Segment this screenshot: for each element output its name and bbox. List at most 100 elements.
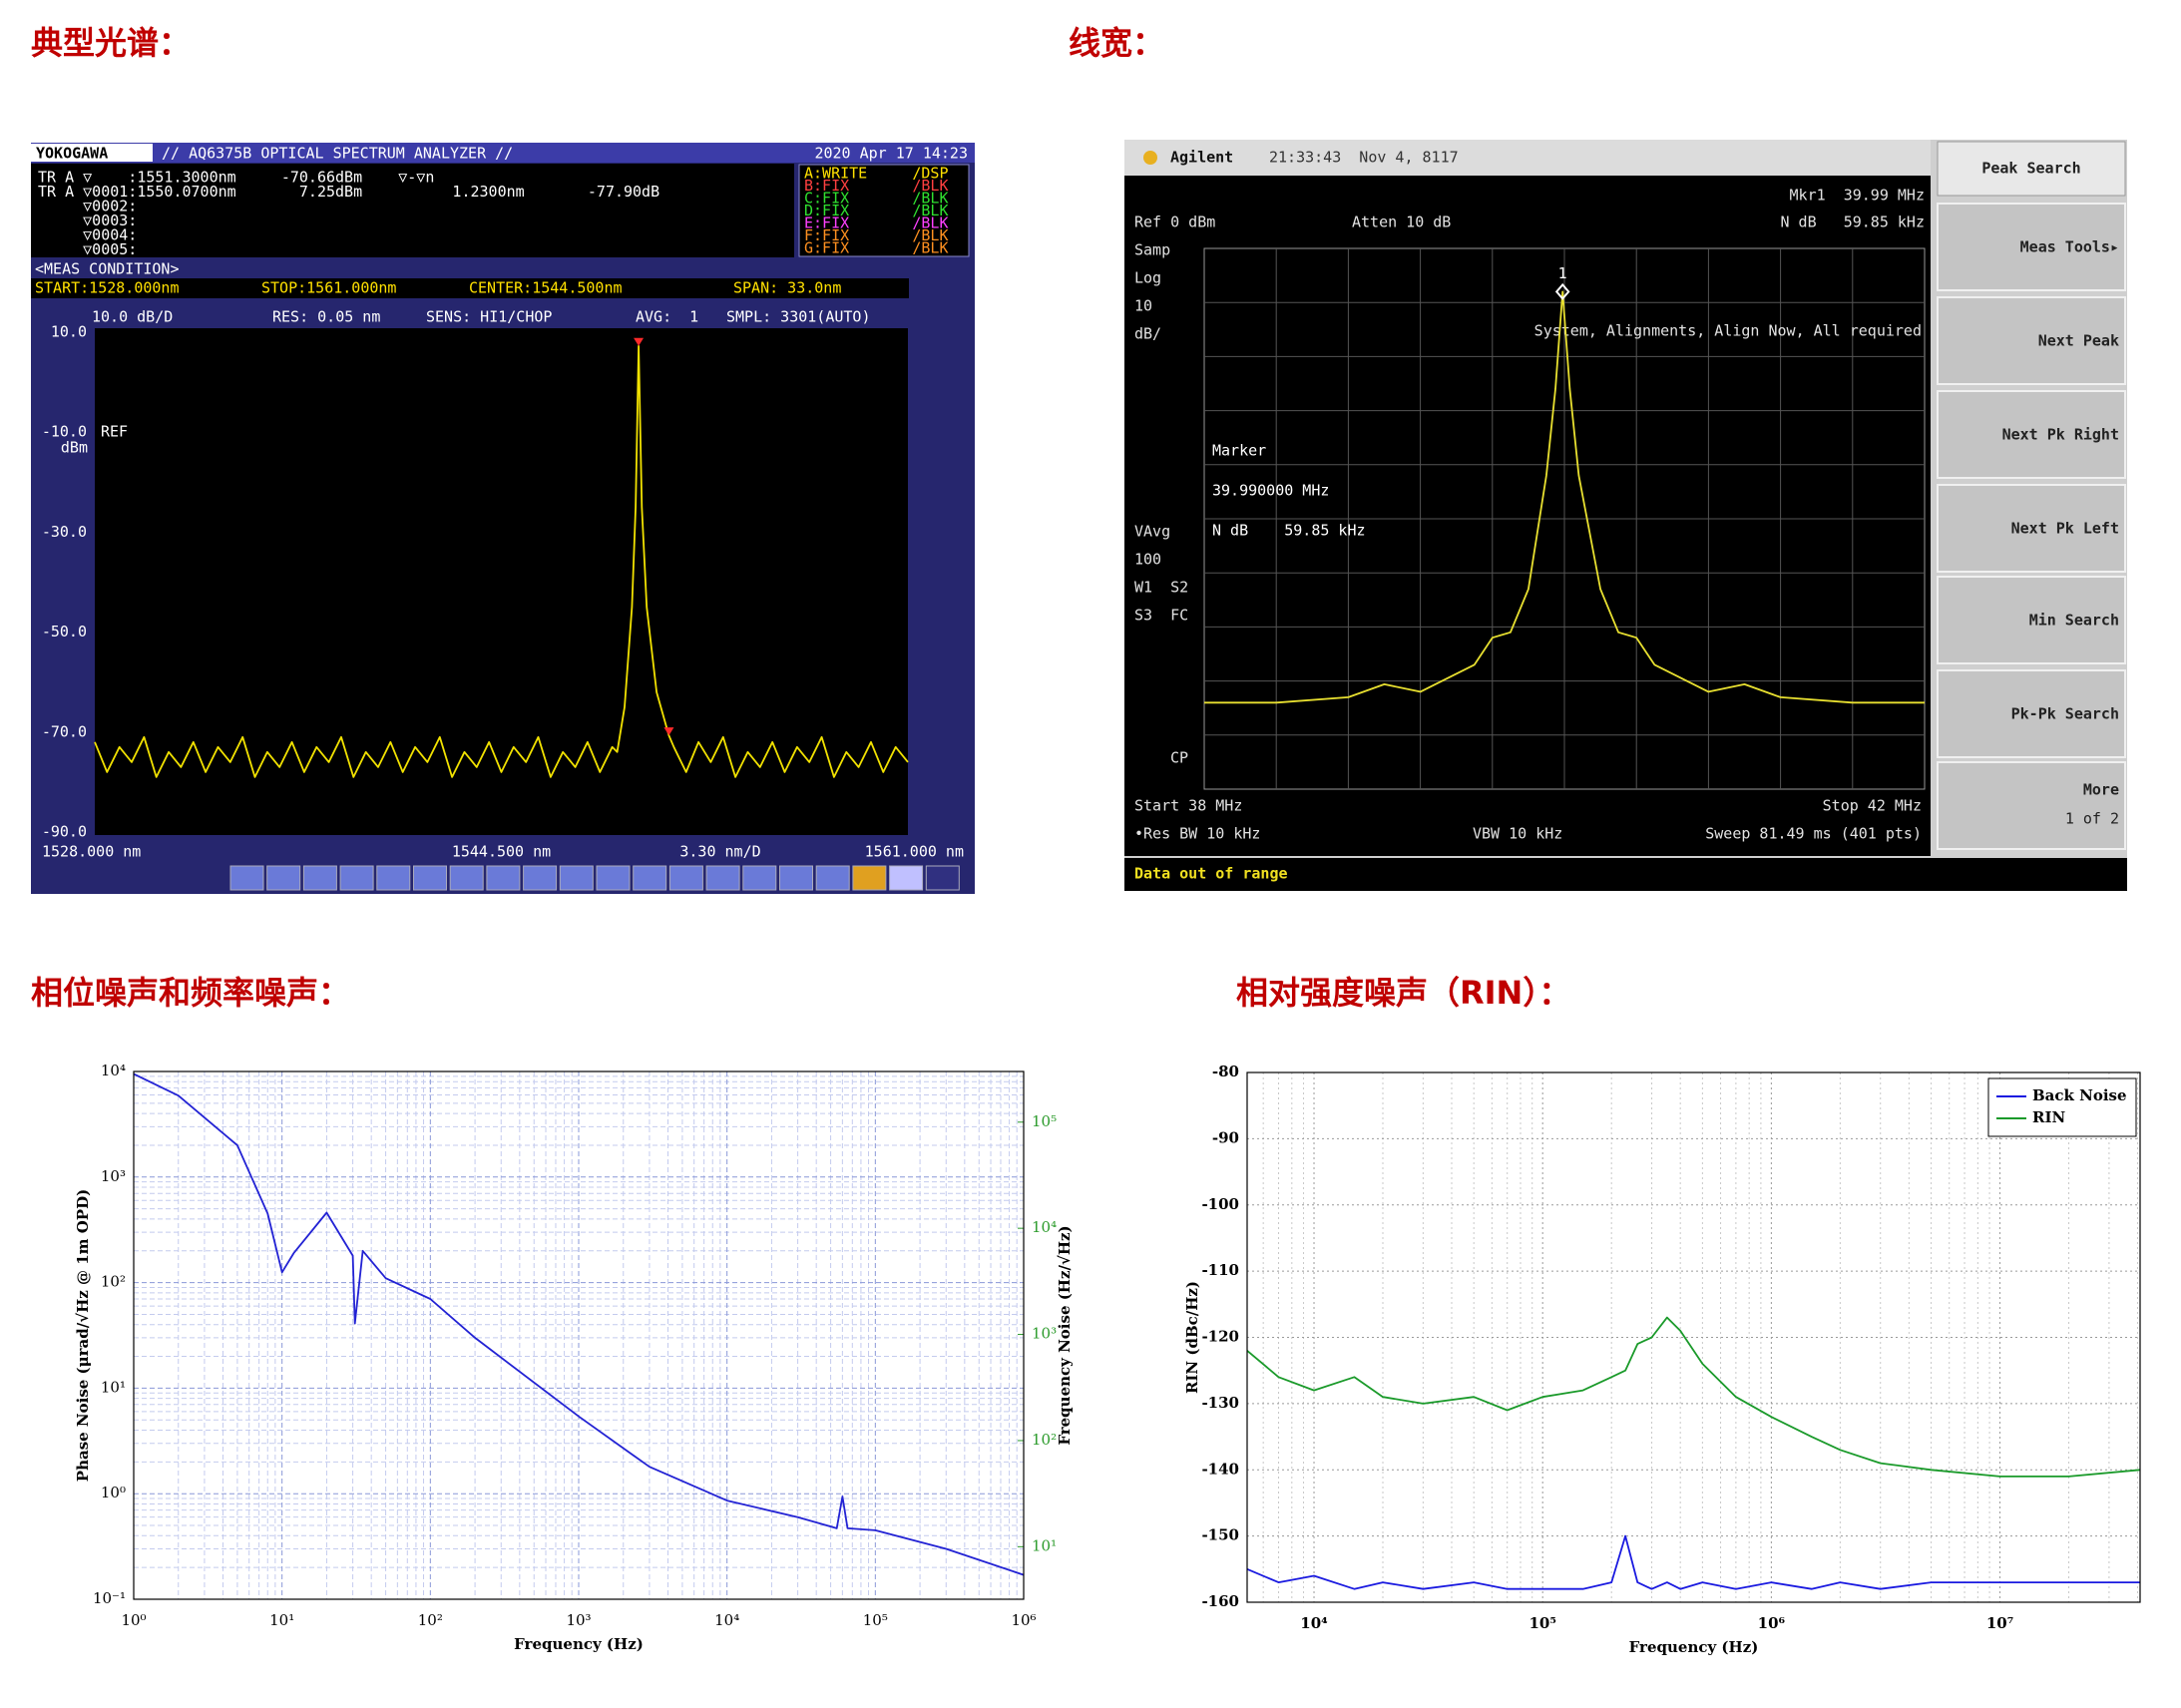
datetime: 2020 Apr 17 14:23 xyxy=(814,145,968,163)
y-axis-label: Phase Noise (μrad/√Hz @ 1m OPD) xyxy=(74,1189,92,1482)
setting: 10.0 dB/D xyxy=(92,308,173,326)
softkey[interactable] xyxy=(1937,390,2126,479)
header-bar xyxy=(31,143,975,163)
softkey-title-box xyxy=(1937,141,2126,197)
x-tick-label: 1561.000 nm xyxy=(865,843,964,861)
y-tick-label: -70.0 xyxy=(42,722,87,740)
peak-marker xyxy=(1554,282,1570,300)
y-tick-label: 10⁰ xyxy=(101,1484,126,1501)
attenuation: Atten 10 dB xyxy=(1352,214,1451,231)
legend-box xyxy=(1987,1077,2137,1137)
avg-info: VAvg xyxy=(1134,523,1170,541)
info-box xyxy=(31,164,794,257)
brand-box xyxy=(31,144,153,162)
trace xyxy=(1246,1316,2141,1478)
marker-readout: N dB 59.85 kHz xyxy=(1781,214,1926,231)
marker-readout: Mkr1 39.99 MHz xyxy=(1790,187,1925,205)
status-bar xyxy=(1124,858,2127,891)
softkey-label: 1 of 2 xyxy=(2065,810,2119,828)
softkey-label: Next Pk Right xyxy=(2002,426,2119,444)
y-tick-label: 10⁻¹ xyxy=(93,1589,126,1607)
soft-button xyxy=(413,865,447,891)
condition: START:1528.000nm xyxy=(35,279,180,297)
x-per-div: 3.30 nm/D xyxy=(679,843,760,861)
y2-axis-label: Frequency Noise (Hz/√Hz) xyxy=(1056,1225,1074,1445)
trace-entry: D:FIX /BLK xyxy=(804,202,949,219)
softkey-label: Next Pk Left xyxy=(2011,520,2119,538)
y-tick-label: -90.0 xyxy=(42,823,87,841)
marker-label: 1 xyxy=(1558,264,1567,282)
y-tick-label: 10³ xyxy=(101,1167,126,1185)
condition: CENTER:1544.500nm xyxy=(469,279,623,297)
softkey-label: Next Peak xyxy=(2038,332,2119,350)
soft-button xyxy=(852,865,887,891)
brand: Agilent xyxy=(1170,149,1233,167)
trace xyxy=(1246,1534,2140,1590)
section-heading: 相对强度噪声（RIN）： xyxy=(1236,974,1570,1012)
setting: SENS: HI1/CHOP xyxy=(426,308,552,326)
y-tick-label: -90 xyxy=(1212,1128,1239,1146)
trace-entry: B:FIX /BLK xyxy=(804,177,949,195)
y-unit: dBm xyxy=(61,439,88,457)
marker-box: 39.990000 MHz xyxy=(1212,482,1329,500)
softkey[interactable] xyxy=(1937,576,2126,664)
vbw: VBW 10 kHz xyxy=(1473,825,1562,843)
y2-tick-label: 10⁵ xyxy=(1032,1112,1057,1130)
brand: YOKOGAWA xyxy=(36,145,108,163)
softkey[interactable] xyxy=(1937,296,2126,385)
stop-freq: Stop 42 MHz xyxy=(1823,797,1922,815)
softkey[interactable] xyxy=(1937,203,2126,291)
softkey-label: Meas Tools▸ xyxy=(2020,238,2119,256)
condition: STOP:1561.000nm xyxy=(261,279,396,297)
y-tick-label: 10⁴ xyxy=(101,1062,126,1079)
trace-entry: G:FIX /BLK xyxy=(804,239,949,257)
softkey-label: Pk-Pk Search xyxy=(2011,705,2119,723)
status: Data out of range xyxy=(1134,865,1288,883)
scale-info: 10 xyxy=(1134,297,1152,315)
sweep: Sweep 81.49 ms (401 pts) xyxy=(1705,825,1922,843)
softkey[interactable] xyxy=(1937,484,2126,573)
soft-button xyxy=(302,865,337,891)
scale-info: Log xyxy=(1134,269,1161,287)
ref-level: Ref 0 dBm xyxy=(1134,214,1215,231)
y-tick-label: -10.0 xyxy=(42,423,87,441)
scale-info: Samp xyxy=(1134,241,1170,259)
x-tick-label: 10⁴ xyxy=(1300,1614,1328,1632)
softkey[interactable] xyxy=(1937,669,2126,758)
y-tick-label: -80 xyxy=(1212,1063,1239,1080)
soft-button xyxy=(523,865,558,891)
start-freq: Start 38 MHz xyxy=(1134,797,1242,815)
x-tick-label: 10² xyxy=(418,1611,443,1629)
peak-marker xyxy=(663,727,674,736)
trace xyxy=(1204,290,1925,704)
screen xyxy=(1124,140,1931,856)
avg-info: 100 xyxy=(1134,551,1161,569)
trace-entry: C:FIX /BLK xyxy=(804,190,949,208)
info-line: ▽0005: xyxy=(38,240,137,258)
x-axis-label: Frequency (Hz) xyxy=(1629,1638,1759,1656)
softkey-title: Peak Search xyxy=(1981,160,2080,178)
setting: RES: 0.05 nm xyxy=(272,308,380,326)
y-tick-label: 10² xyxy=(101,1273,126,1291)
y-tick-label: -130 xyxy=(1201,1394,1239,1412)
soft-button xyxy=(779,865,813,891)
datetime: 21:33:43 Nov 4, 8117 xyxy=(1269,149,1459,167)
y2-tick-label: 10¹ xyxy=(1032,1536,1057,1554)
scale-info: dB/ xyxy=(1134,325,1161,343)
soft-button xyxy=(266,865,301,891)
setting: AVG: 1 xyxy=(636,308,698,326)
avg-info: S3 FC xyxy=(1134,607,1188,625)
info-line: TR A ▽ :1551.3000nm -70.66dBm ▽-▽n xyxy=(38,169,434,187)
softkey[interactable] xyxy=(1937,761,2126,850)
legend-label: RIN xyxy=(2032,1108,2065,1126)
plot-area xyxy=(95,328,908,835)
info-line: TR A ▽0001:1550.0700nm 7.25dBm 1.2300nm … xyxy=(38,183,659,201)
soft-button xyxy=(889,865,924,891)
soft-button xyxy=(596,865,631,891)
y-tick-label: -30.0 xyxy=(42,523,87,541)
soft-button xyxy=(633,865,667,891)
y-tick-label: -50.0 xyxy=(42,623,87,640)
y2-tick-label: 10⁴ xyxy=(1032,1218,1057,1236)
x-tick-label: 10⁴ xyxy=(714,1611,739,1629)
